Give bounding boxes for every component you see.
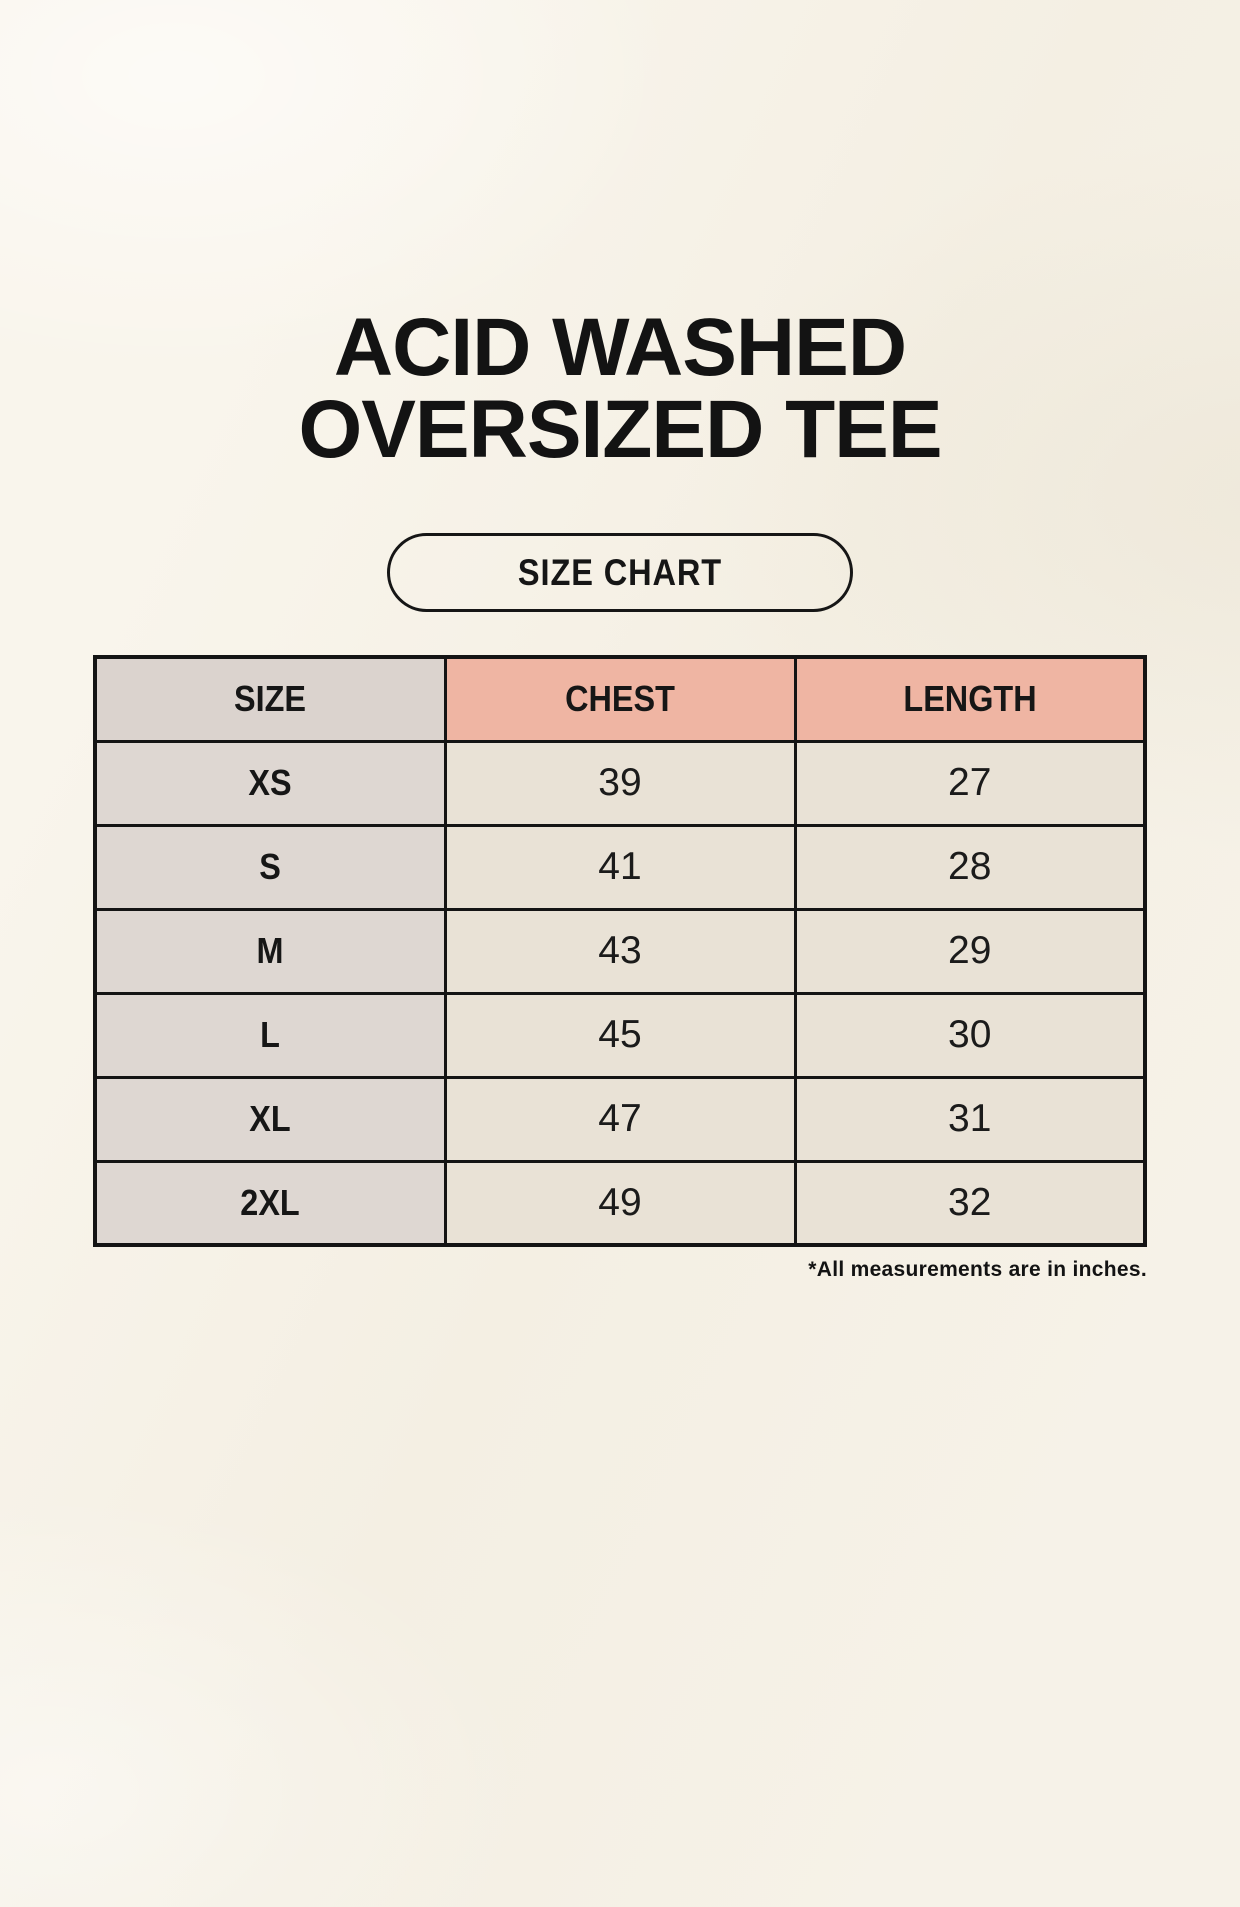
- size-cell: XL: [93, 1075, 447, 1163]
- chest-cell: 39: [443, 739, 797, 827]
- size-cell: L: [93, 991, 447, 1079]
- size-cell: XS: [93, 739, 447, 827]
- table-row: XS 39 27: [93, 739, 1147, 827]
- table-header-row: SIZE CHEST LENGTH: [93, 655, 1147, 743]
- size-value: XS: [248, 762, 292, 803]
- size-chart-table: SIZE CHEST LENGTH XS 39 27 S 41 28 M 43 …: [93, 655, 1147, 1247]
- size-chart-button[interactable]: SIZE CHART: [387, 533, 853, 612]
- size-cell: S: [93, 823, 447, 911]
- length-cell: 30: [793, 991, 1147, 1079]
- chest-cell: 45: [443, 991, 797, 1079]
- header-chest-label: CHEST: [565, 678, 675, 720]
- size-chart-page: ACID WASHED OVERSIZED TEE SIZE CHART SIZE…: [93, 307, 1147, 1282]
- size-value: L: [260, 1014, 281, 1055]
- table-row: S 41 28: [93, 823, 1147, 911]
- header-length: LENGTH: [793, 655, 1147, 743]
- product-title: ACID WASHED OVERSIZED TEE: [93, 307, 1147, 471]
- size-value: M: [256, 930, 284, 971]
- length-cell: 32: [793, 1159, 1147, 1247]
- size-value: XL: [249, 1098, 291, 1139]
- table-row: 2XL 49 32: [93, 1159, 1147, 1247]
- length-cell: 31: [793, 1075, 1147, 1163]
- size-cell: M: [93, 907, 447, 995]
- product-title-line2: OVERSIZED TEE: [298, 384, 942, 475]
- table-row: XL 47 31: [93, 1075, 1147, 1163]
- header-size: SIZE: [93, 655, 447, 743]
- chest-cell: 41: [443, 823, 797, 911]
- length-cell: 29: [793, 907, 1147, 995]
- length-cell: 28: [793, 823, 1147, 911]
- header-length-label: LENGTH: [903, 678, 1037, 720]
- size-value: S: [259, 846, 282, 887]
- chest-cell: 43: [443, 907, 797, 995]
- measurement-note: *All measurements are in inches.: [808, 1258, 1147, 1281]
- size-cell: 2XL: [93, 1159, 447, 1247]
- size-value: 2XL: [240, 1181, 300, 1223]
- table-row: M 43 29: [93, 907, 1147, 995]
- table-row: L 45 30: [93, 991, 1147, 1079]
- chest-cell: 47: [443, 1075, 797, 1163]
- header-chest: CHEST: [443, 655, 797, 743]
- product-title-line1: ACID WASHED: [333, 302, 907, 393]
- size-chart-button-label: SIZE CHART: [517, 551, 723, 593]
- chest-cell: 49: [443, 1159, 797, 1247]
- header-size-label: SIZE: [234, 678, 307, 720]
- length-cell: 27: [793, 739, 1147, 827]
